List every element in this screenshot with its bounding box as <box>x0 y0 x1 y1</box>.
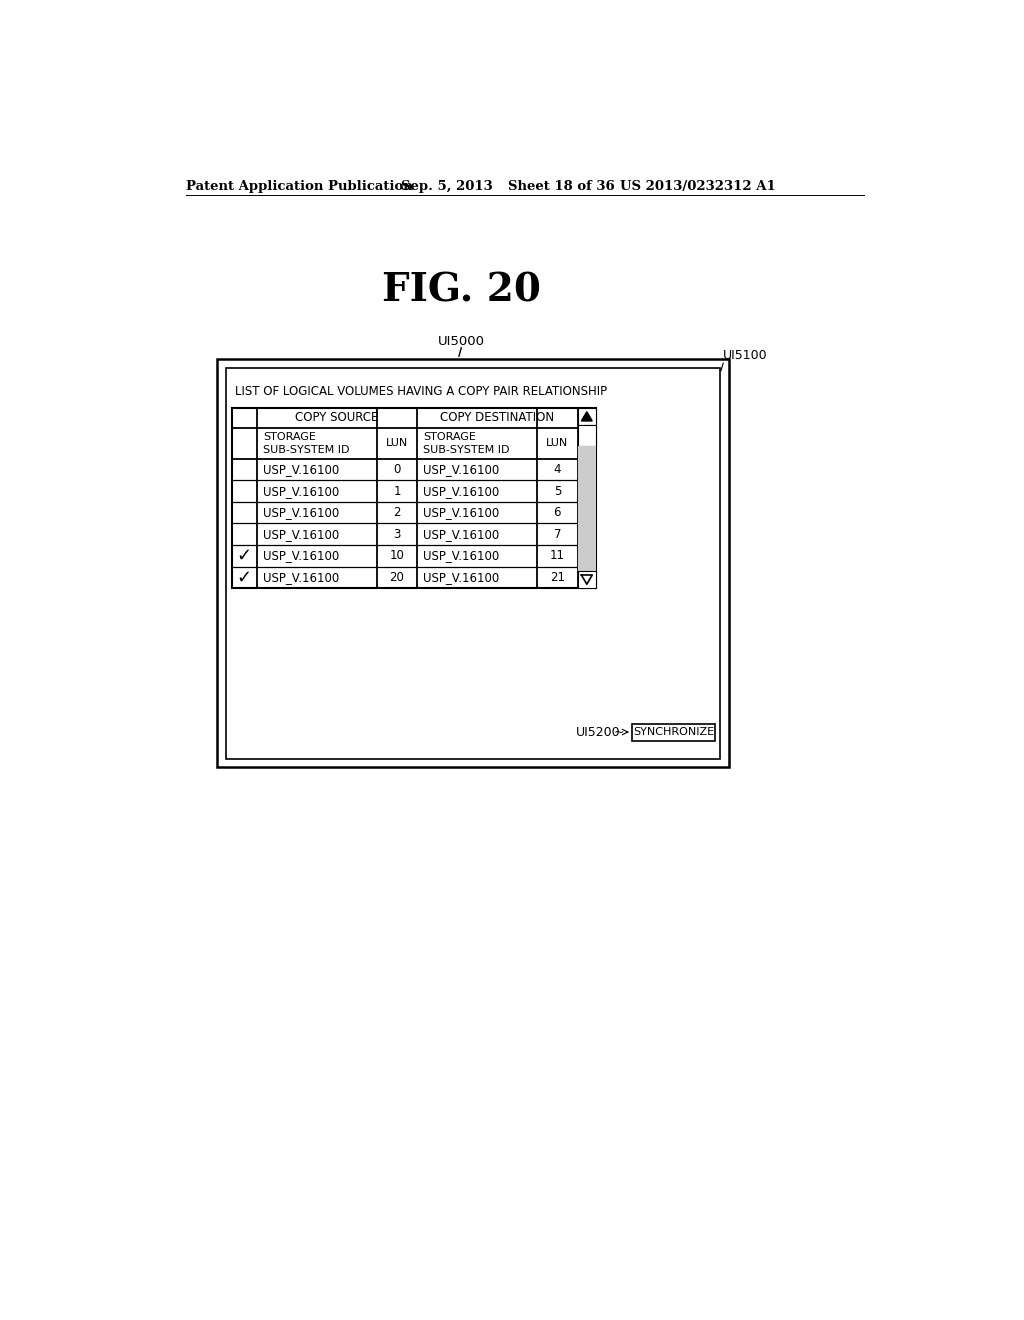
Text: USP_V.16100: USP_V.16100 <box>263 549 339 562</box>
Text: ✓: ✓ <box>237 569 252 586</box>
Text: USP_V.16100: USP_V.16100 <box>423 549 500 562</box>
Text: USP_V.16100: USP_V.16100 <box>423 570 500 583</box>
Text: UI5100: UI5100 <box>723 348 768 362</box>
Text: LUN: LUN <box>386 438 408 449</box>
Text: 3: 3 <box>393 528 400 541</box>
Text: 7: 7 <box>554 528 561 541</box>
Text: USP_V.16100: USP_V.16100 <box>263 463 339 477</box>
Text: STORAGE
SUB-SYSTEM ID: STORAGE SUB-SYSTEM ID <box>423 432 510 454</box>
Text: 20: 20 <box>389 570 404 583</box>
Text: ✓: ✓ <box>237 546 252 565</box>
Text: USP_V.16100: USP_V.16100 <box>263 484 339 498</box>
Text: ~: ~ <box>614 726 625 739</box>
Text: 5: 5 <box>554 484 561 498</box>
Text: COPY DESTINATION: COPY DESTINATION <box>440 412 554 425</box>
Bar <box>578 572 596 589</box>
Text: USP_V.16100: USP_V.16100 <box>263 528 339 541</box>
Polygon shape <box>582 412 592 421</box>
Text: SYNCHRONIZE: SYNCHRONIZE <box>633 727 714 737</box>
Text: USP_V.16100: USP_V.16100 <box>423 506 500 519</box>
Text: 2: 2 <box>393 506 400 519</box>
Text: 1: 1 <box>393 484 400 498</box>
Text: US 2013/0232312 A1: US 2013/0232312 A1 <box>621 180 776 193</box>
Text: 11: 11 <box>550 549 565 562</box>
Text: USP_V.16100: USP_V.16100 <box>263 570 339 583</box>
Text: Sheet 18 of 36: Sheet 18 of 36 <box>508 180 614 193</box>
Text: 6: 6 <box>554 506 561 519</box>
Bar <box>225 368 720 759</box>
Bar <box>578 425 596 446</box>
Text: LUN: LUN <box>546 438 568 449</box>
Text: Patent Application Publication: Patent Application Publication <box>186 180 413 193</box>
Text: Sep. 5, 2013: Sep. 5, 2013 <box>400 180 493 193</box>
Text: USP_V.16100: USP_V.16100 <box>263 506 339 519</box>
Text: 10: 10 <box>389 549 404 562</box>
Text: FIG. 20: FIG. 20 <box>382 272 541 310</box>
Text: 4: 4 <box>554 463 561 477</box>
Text: LIST OF LOGICAL VOLUMES HAVING A COPY PAIR RELATIONSHIP: LIST OF LOGICAL VOLUMES HAVING A COPY PA… <box>234 385 607 397</box>
Bar <box>578 446 596 572</box>
Text: 21: 21 <box>550 570 565 583</box>
Text: USP_V.16100: USP_V.16100 <box>423 484 500 498</box>
Text: STORAGE
SUB-SYSTEM ID: STORAGE SUB-SYSTEM ID <box>263 432 349 454</box>
Bar <box>632 723 716 741</box>
Bar <box>231 408 596 589</box>
Text: 0: 0 <box>393 463 400 477</box>
Text: COPY SOURCE: COPY SOURCE <box>295 412 379 425</box>
Bar <box>578 408 596 425</box>
Bar <box>217 359 729 767</box>
Text: UI5200: UI5200 <box>575 726 621 739</box>
Text: USP_V.16100: USP_V.16100 <box>423 528 500 541</box>
Text: USP_V.16100: USP_V.16100 <box>423 463 500 477</box>
Text: UI5000: UI5000 <box>437 335 484 348</box>
